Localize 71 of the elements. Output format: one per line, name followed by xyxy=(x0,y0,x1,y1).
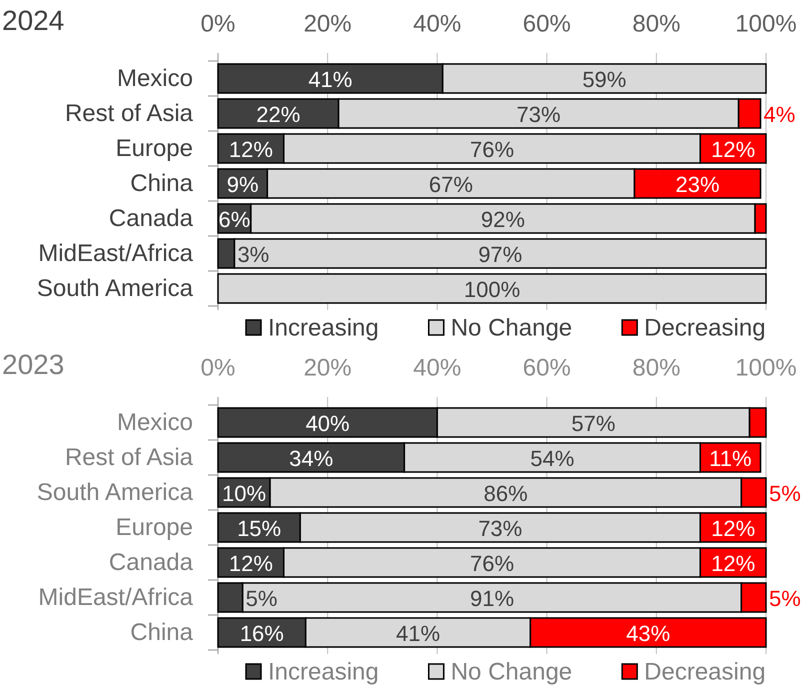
y-tick-label: Mexico xyxy=(116,65,193,92)
data-label: 6% xyxy=(218,207,250,232)
x-tick-label: 100% xyxy=(735,10,797,38)
legend-label: No Change xyxy=(450,314,572,342)
data-label: 4% xyxy=(764,102,796,127)
data-label: 43% xyxy=(626,621,670,646)
data-label: 76% xyxy=(470,137,514,162)
x-tick-label: 60% xyxy=(522,10,571,38)
legend-label: No Change xyxy=(450,658,572,686)
y-tick-label: Mexico xyxy=(116,409,193,436)
data-label: 5% xyxy=(769,586,801,611)
data-label: 57% xyxy=(571,411,616,436)
x-tick-label: 0% xyxy=(200,354,236,382)
y-tick-label: South America xyxy=(36,479,194,506)
data-label: 67% xyxy=(428,172,473,197)
legend-label: Decreasing xyxy=(644,314,766,342)
x-tick-label: 40% xyxy=(413,10,462,38)
data-label: 100% xyxy=(464,277,520,302)
x-tick-label: 20% xyxy=(304,354,352,382)
x-tick-label: 40% xyxy=(413,354,462,382)
y-tick-label: South America xyxy=(36,275,194,302)
x-tick-label: 60% xyxy=(522,354,571,382)
data-label: 73% xyxy=(478,516,522,541)
x-tick-label: 80% xyxy=(632,354,680,382)
y-tick-label: Canada xyxy=(108,205,194,232)
chart-title: 2023 xyxy=(2,349,64,380)
data-label: 15% xyxy=(237,516,282,541)
data-label: 97% xyxy=(478,242,522,267)
data-label: 91% xyxy=(470,586,514,611)
y-tick-label: MidEast/Africa xyxy=(38,240,194,267)
y-tick-label: China xyxy=(130,619,194,646)
data-label: 9% xyxy=(226,172,259,197)
legend-label: Increasing xyxy=(268,658,379,686)
y-tick-label: Europe xyxy=(116,135,193,162)
data-label: 12% xyxy=(711,551,756,576)
data-label: 92% xyxy=(480,207,525,232)
chart-title: 2024 xyxy=(2,5,64,36)
data-label: 41% xyxy=(308,67,352,92)
data-label: 5% xyxy=(246,586,278,611)
data-label: 12% xyxy=(711,516,756,541)
y-tick-label: Rest of Asia xyxy=(64,444,194,471)
data-label: 73% xyxy=(516,102,561,127)
data-label: 10% xyxy=(222,481,266,506)
y-tick-label: Europe xyxy=(116,514,193,541)
data-label: 41% xyxy=(396,621,440,646)
y-tick-label: Canada xyxy=(108,549,194,576)
data-label: 3% xyxy=(237,242,270,267)
x-tick-label: 20% xyxy=(304,10,352,38)
data-label: 59% xyxy=(582,67,626,92)
x-tick-label: 80% xyxy=(632,10,680,38)
y-tick-label: Rest of Asia xyxy=(64,100,194,127)
data-label: 40% xyxy=(306,411,350,436)
data-label: 86% xyxy=(484,481,528,506)
y-tick-label: China xyxy=(130,170,194,197)
data-label: 23% xyxy=(675,172,720,197)
bar xyxy=(217,273,767,304)
y-tick-label: MidEast/Africa xyxy=(38,584,194,611)
x-tick-label: 0% xyxy=(200,10,236,38)
legend-label: Increasing xyxy=(268,314,379,342)
data-label: 12% xyxy=(711,137,756,162)
data-label: 5% xyxy=(769,481,801,506)
data-label: 12% xyxy=(228,137,273,162)
data-label: 16% xyxy=(240,621,284,646)
data-label: 12% xyxy=(228,551,273,576)
legend-label: Decreasing xyxy=(644,658,766,686)
data-label: 11% xyxy=(709,446,752,471)
x-tick-label: 100% xyxy=(735,354,797,382)
data-label: 54% xyxy=(530,446,574,471)
data-label: 76% xyxy=(470,551,514,576)
data-label: 22% xyxy=(256,102,300,127)
data-label: 34% xyxy=(289,446,334,471)
